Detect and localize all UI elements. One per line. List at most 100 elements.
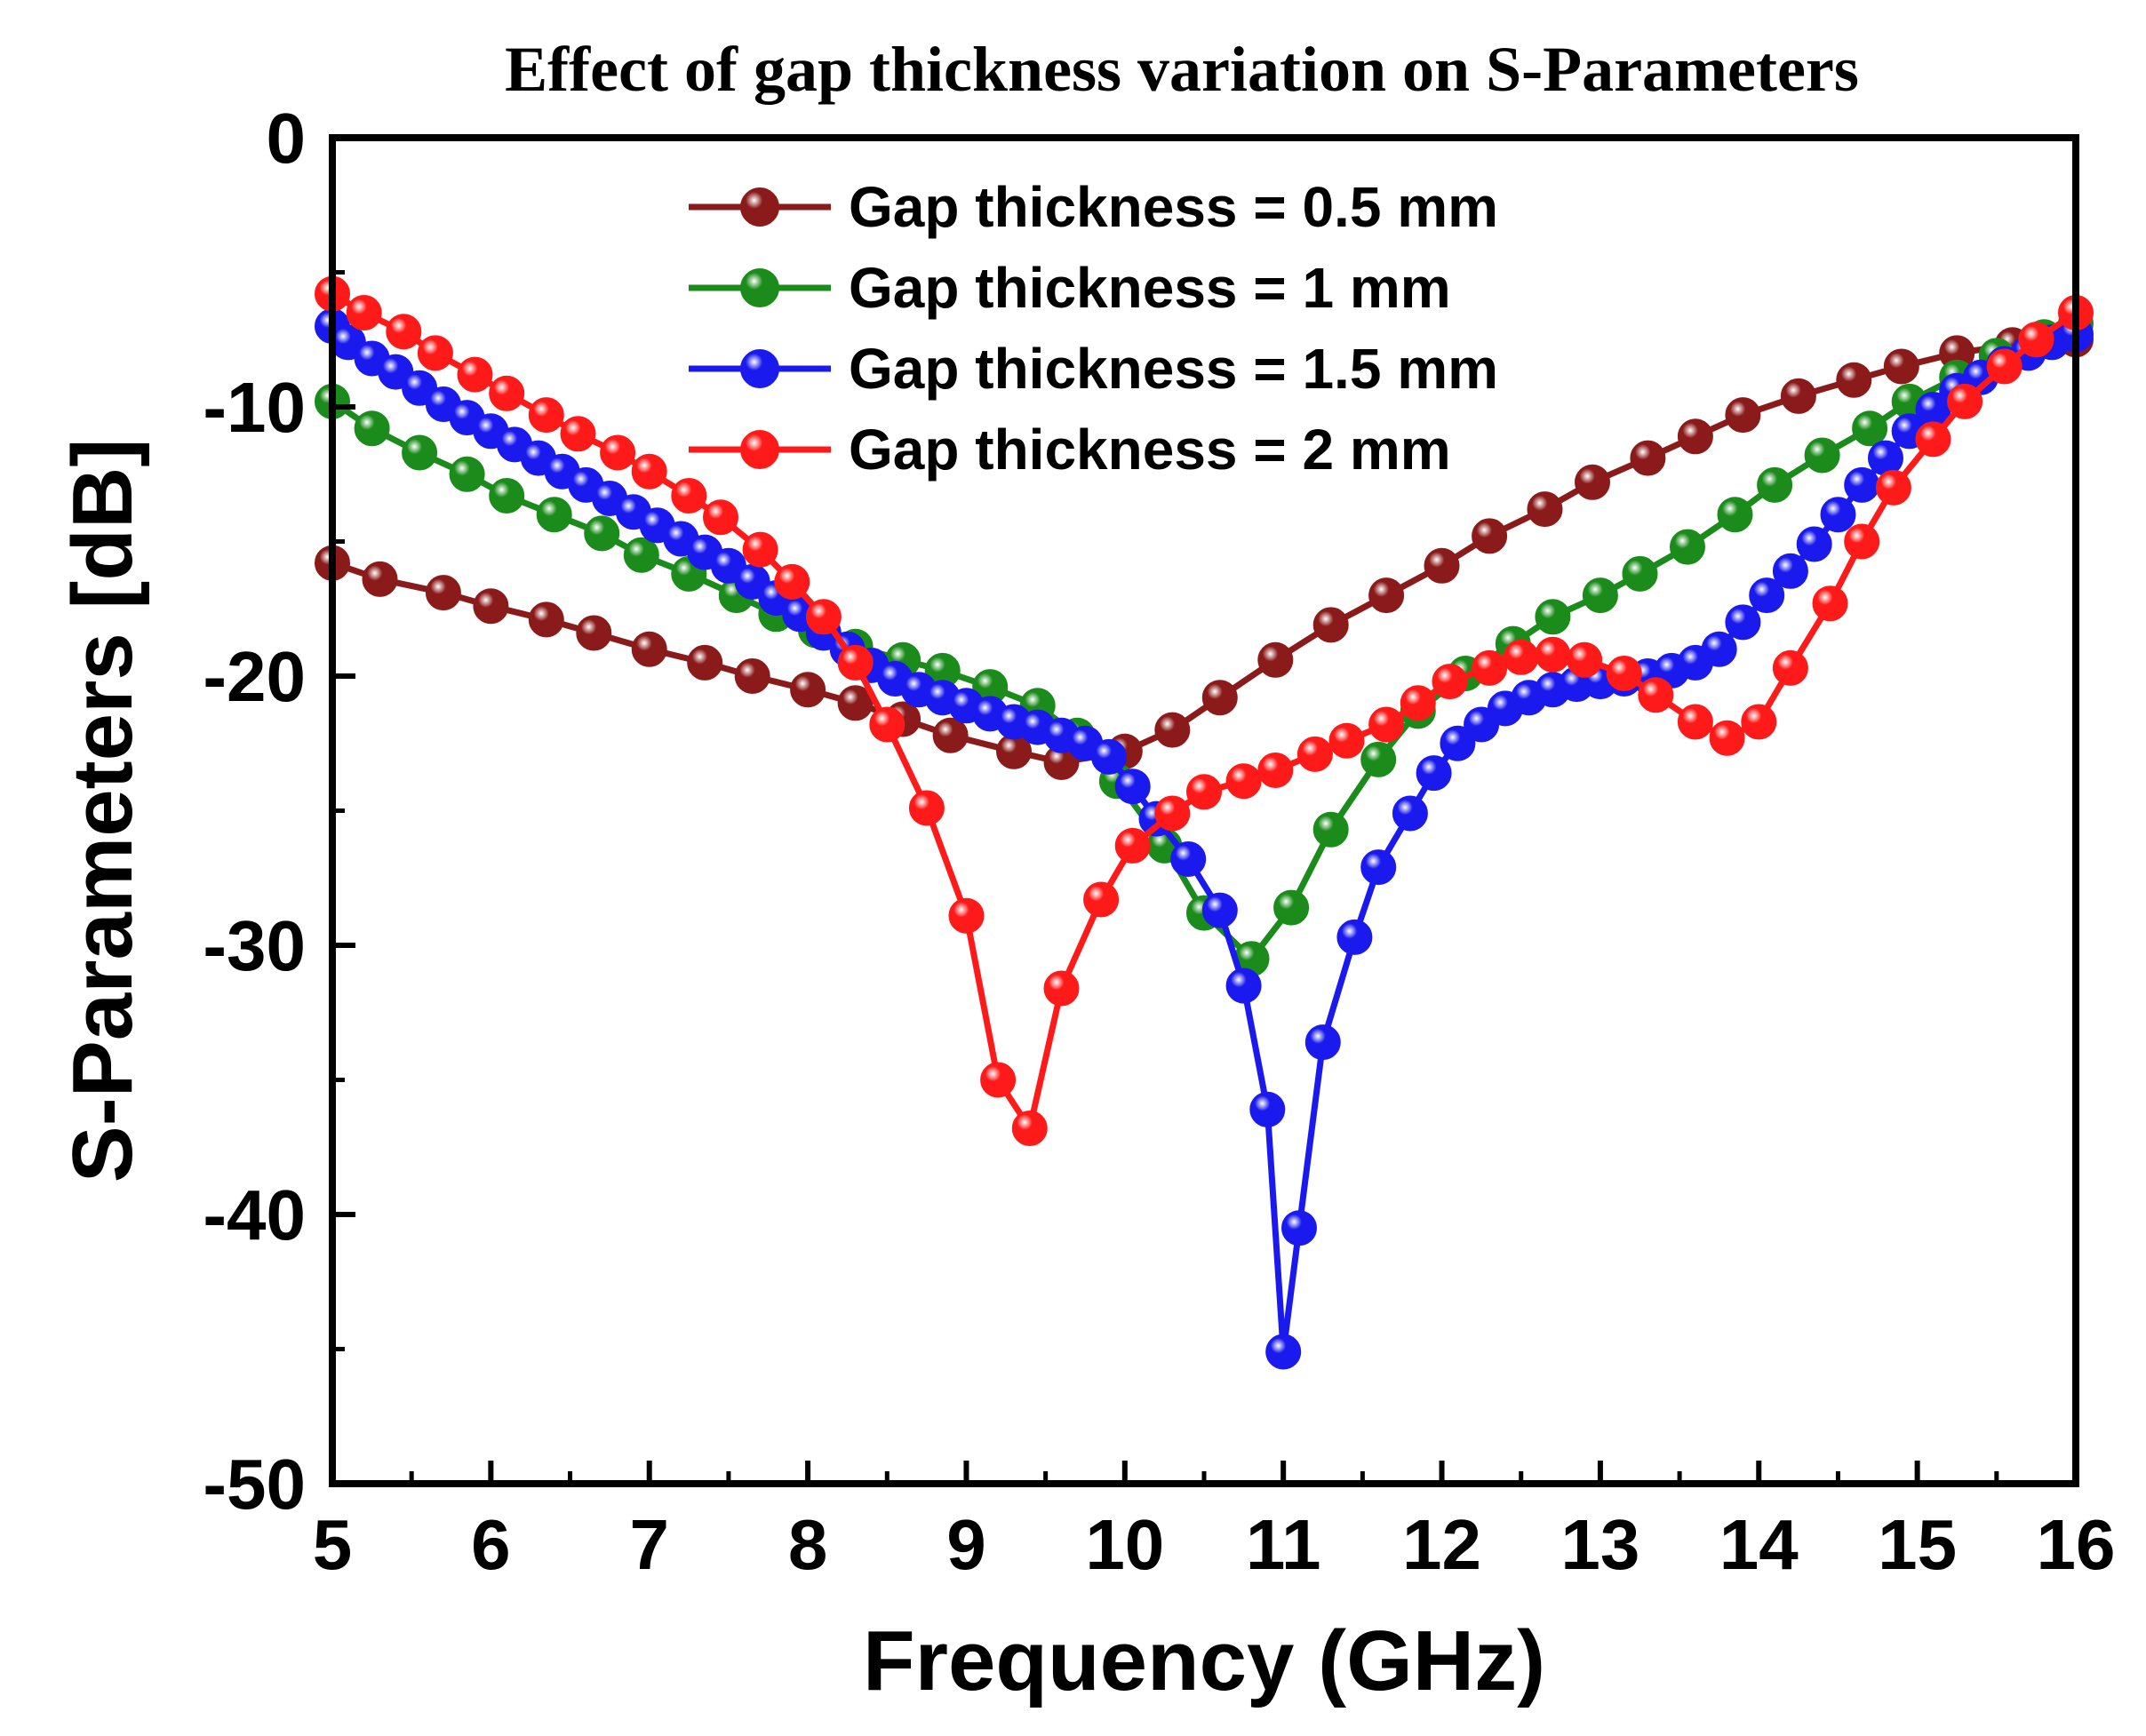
data-point <box>1875 469 1911 506</box>
data-point <box>1535 599 1571 635</box>
x-tick-label: 7 <box>629 1505 669 1584</box>
data-point <box>908 790 945 826</box>
x-tick-label: 6 <box>471 1505 511 1584</box>
legend-swatch-marker <box>740 187 779 227</box>
data-point <box>425 575 461 611</box>
data-point <box>1257 753 1294 788</box>
data-point <box>584 515 620 552</box>
legend-label: Gap thickness = 1.5 mm <box>849 337 1498 401</box>
x-tick-label: 12 <box>1402 1505 1481 1584</box>
y-tick-label: -10 <box>203 368 306 447</box>
data-point <box>1535 636 1571 673</box>
legend-item-4: Gap thickness = 2 mm <box>689 418 1451 482</box>
x-tick-label: 13 <box>1560 1505 1639 1584</box>
data-point <box>2018 322 2054 358</box>
data-point <box>1360 741 1397 777</box>
data-point <box>1273 889 1310 926</box>
data-point <box>1503 639 1539 675</box>
data-point <box>980 1062 1017 1098</box>
y-tick-label: -40 <box>203 1175 306 1254</box>
data-point <box>1312 607 1349 643</box>
y-tick-label: 0 <box>267 99 307 178</box>
legend-item-3: Gap thickness = 1.5 mm <box>689 337 1498 401</box>
data-point <box>1772 553 1808 589</box>
data-point <box>1780 378 1816 414</box>
data-point <box>1257 641 1294 678</box>
data-point <box>1416 755 1452 792</box>
data-point <box>1836 362 1872 398</box>
data-point <box>932 717 969 753</box>
legend-label: Gap thickness = 1 mm <box>849 256 1451 320</box>
data-point <box>1804 437 1840 474</box>
legend-item-2: Gap thickness = 1 mm <box>689 256 1451 320</box>
y-tick-label: -50 <box>203 1445 306 1524</box>
legend-swatch-marker <box>740 430 779 469</box>
y-axis-label: S-Parameters [dB] <box>55 439 150 1183</box>
data-point <box>576 615 612 651</box>
data-point <box>1368 706 1405 743</box>
legend: Gap thickness = 0.5 mm Gap thickness = 1 … <box>689 175 1498 482</box>
data-point <box>1336 919 1373 955</box>
data-point <box>1717 497 1753 533</box>
data-point <box>703 499 738 536</box>
data-point <box>687 644 723 681</box>
data-point <box>1749 577 1785 614</box>
y-tick-label: -30 <box>203 906 306 985</box>
data-point <box>1281 1210 1317 1246</box>
data-point <box>1154 795 1191 832</box>
legend-swatch-marker <box>740 268 779 307</box>
x-tick-label: 5 <box>313 1505 353 1584</box>
data-point <box>948 897 985 934</box>
data-point <box>1249 1091 1286 1127</box>
series-line-1 <box>331 336 2077 766</box>
data-point <box>1201 680 1238 716</box>
data-point <box>1725 397 1761 434</box>
legend-swatch-marker <box>740 349 779 388</box>
data-point <box>1820 497 1856 533</box>
data-point <box>805 599 842 635</box>
data-point <box>742 531 778 568</box>
data-point <box>1677 418 1713 455</box>
data-point <box>1677 704 1713 740</box>
series-4 <box>315 275 2094 1146</box>
data-point <box>1043 970 1080 1007</box>
data-point <box>536 497 572 533</box>
data-point <box>1844 466 1880 503</box>
data-point <box>354 410 390 447</box>
axis-layer: 5 6 7 8 9 10 11 12 13 14 15 16 0 -10 -20 -30 -40 -50 <box>203 99 2115 1584</box>
data-point <box>1392 795 1428 832</box>
data-point <box>1091 738 1127 775</box>
data-point <box>1170 841 1207 877</box>
data-point <box>869 706 905 743</box>
legend-label: Gap thickness = 2 mm <box>849 418 1451 482</box>
data-point <box>473 588 509 625</box>
data-point <box>362 561 398 597</box>
data-point <box>837 685 874 721</box>
series-1 <box>315 322 2094 780</box>
data-point <box>1201 892 1238 928</box>
data-point <box>623 537 659 573</box>
chart-title: Effect of gap thickness variation on S-P… <box>505 34 1859 105</box>
data-point <box>1638 677 1674 713</box>
data-point <box>600 434 636 471</box>
data-point <box>1527 491 1563 528</box>
data-point <box>489 375 525 411</box>
data-point <box>1796 526 1832 562</box>
data-point <box>774 563 810 600</box>
data-point <box>1296 736 1333 772</box>
data-point <box>1567 641 1603 678</box>
data-point <box>1424 547 1460 584</box>
data-point <box>1312 811 1349 848</box>
legend-label: Gap thickness = 0.5 mm <box>849 175 1498 239</box>
data-point <box>1701 631 1737 667</box>
data-point <box>1154 712 1191 748</box>
data-point <box>1670 529 1705 565</box>
data-point <box>1440 725 1476 761</box>
data-point <box>1400 685 1436 721</box>
data-point <box>1844 523 1880 560</box>
y-tick-label: -20 <box>203 637 306 716</box>
data-point <box>1186 774 1222 810</box>
data-point <box>1575 464 1610 500</box>
data-point <box>1582 577 1618 614</box>
data-point <box>489 478 525 514</box>
